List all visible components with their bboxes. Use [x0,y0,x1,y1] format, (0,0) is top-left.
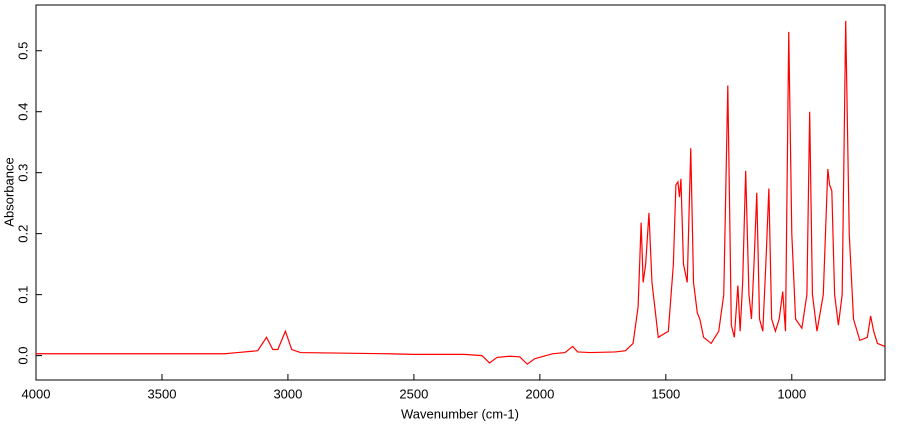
y-tick-label: 0.5 [15,42,30,60]
x-tick-label: 1000 [777,386,806,401]
x-tick-label: 2500 [399,386,428,401]
plot-frame [35,4,886,381]
y-tick-label: 0.3 [15,164,30,182]
x-tick-label: 4000 [22,386,51,401]
y-tick-label: 0.1 [15,286,30,304]
y-tick-label: 0.4 [15,103,30,121]
x-axis-label: Wavenumber (cm-1) [401,406,519,421]
y-axis-label: Absorbance [1,157,16,226]
spectrum-line [36,20,886,365]
x-tick-label: 2000 [525,386,554,401]
y-tick-label: 0.0 [15,347,30,365]
x-tick-label: 3500 [148,386,177,401]
x-tick-label: 3000 [273,386,302,401]
x-tick-label: 1500 [651,386,680,401]
y-tick-label: 0.2 [15,225,30,243]
